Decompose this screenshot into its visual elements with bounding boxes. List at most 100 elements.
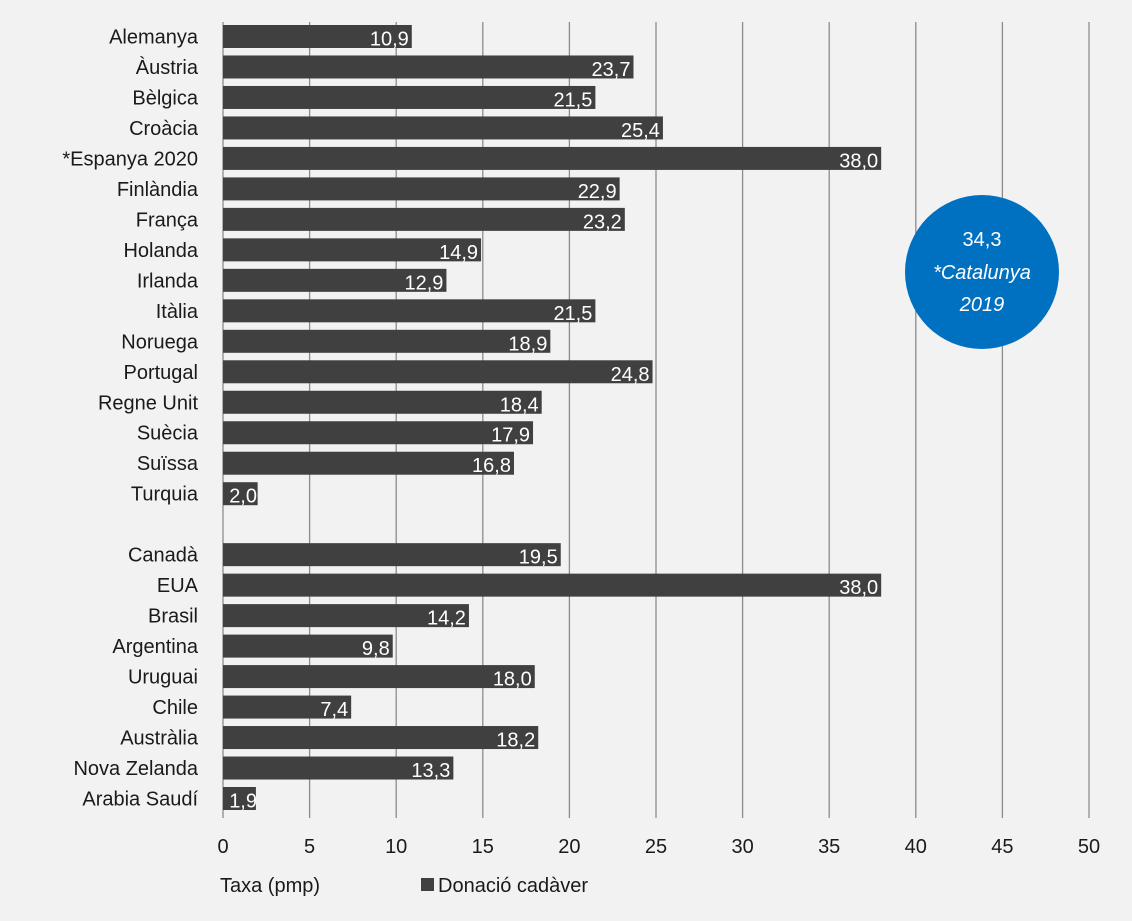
bar xyxy=(223,421,534,445)
category-label: Turquia xyxy=(131,484,199,506)
annotation-circle xyxy=(905,195,1059,349)
category-label: Bèlgica xyxy=(132,87,198,109)
bar-value-label: 10,9 xyxy=(370,29,409,51)
bar-value-label: 14,2 xyxy=(427,608,466,630)
bar-value-label: 19,5 xyxy=(519,547,558,569)
category-label: Chile xyxy=(152,697,198,719)
bar-value-label: 18,0 xyxy=(493,669,532,691)
bar-value-label: 13,3 xyxy=(411,760,450,782)
bar-value-label: 23,2 xyxy=(583,211,622,233)
x-tick-label: 25 xyxy=(645,836,667,858)
bar xyxy=(223,207,625,231)
bar-value-label: 21,5 xyxy=(553,89,592,111)
category-label: Àustria xyxy=(136,56,199,79)
annotation-line1: *Catalunya xyxy=(933,262,1031,284)
x-tick-label: 45 xyxy=(991,836,1013,858)
bar xyxy=(223,299,596,323)
category-label: Arabia Saudí xyxy=(82,789,198,811)
category-label: Itàlia xyxy=(156,301,199,323)
bar-value-label: 38,0 xyxy=(839,150,878,172)
category-label: Argentina xyxy=(112,636,198,658)
bar xyxy=(223,238,482,262)
category-label: Suècia xyxy=(137,423,199,445)
x-tick-label: 40 xyxy=(905,836,927,858)
x-tick-label: 0 xyxy=(217,836,228,858)
bar-value-label: 18,9 xyxy=(508,333,547,355)
bar xyxy=(223,634,393,658)
category-label: Croàcia xyxy=(129,118,199,140)
bar xyxy=(223,573,882,597)
bar-value-label: 18,2 xyxy=(496,730,535,752)
legend-swatch xyxy=(421,878,434,891)
x-tick-label: 50 xyxy=(1078,836,1100,858)
x-tick-label: 5 xyxy=(304,836,315,858)
x-tick-label: 30 xyxy=(731,836,753,858)
category-label: Portugal xyxy=(124,362,199,384)
category-labels: Alemanya Àustria Bèlgica Croàcia *Espanya 20… xyxy=(62,27,199,811)
bar xyxy=(223,604,469,628)
bar xyxy=(223,726,539,750)
bar-value-label: 25,4 xyxy=(621,120,660,142)
category-label: Suïssa xyxy=(137,453,199,475)
bar-value-label: 14,9 xyxy=(439,242,478,264)
category-label: França xyxy=(136,209,199,231)
x-tick-labels: 0 5 10 15 20 25 30 35 40 45 50 xyxy=(217,836,1100,858)
chart-footer: Taxa (pmp) Donació cadàver xyxy=(220,875,588,897)
bars: 10,923,721,525,438,022,923,214,912,921,5… xyxy=(223,25,882,813)
bar xyxy=(223,329,551,353)
category-label: *Espanya 2020 xyxy=(62,148,198,170)
bar-value-label: 21,5 xyxy=(553,303,592,325)
bar xyxy=(223,451,514,475)
bar xyxy=(223,268,447,292)
category-label: Nova Zelanda xyxy=(73,758,198,780)
bar-value-label: 16,8 xyxy=(472,455,511,477)
bar xyxy=(223,756,454,780)
axis-unit-label: Taxa (pmp) xyxy=(220,875,320,897)
bar-value-label: 18,4 xyxy=(500,394,539,416)
catalunya-annotation: 34,3 *Catalunya 2019 xyxy=(905,195,1059,349)
legend-label: Donació cadàver xyxy=(438,875,588,897)
bar-value-label: 24,8 xyxy=(611,364,650,386)
category-label: Brasil xyxy=(148,606,198,628)
bar xyxy=(223,177,620,201)
category-label: Uruguai xyxy=(128,667,198,689)
bar xyxy=(223,116,663,140)
bar xyxy=(223,360,653,384)
category-label: Holanda xyxy=(123,240,198,262)
bar xyxy=(223,665,535,689)
annotation-line2: 2019 xyxy=(959,294,1005,316)
bar-value-label: 23,7 xyxy=(592,59,631,81)
bar-value-label: 9,8 xyxy=(362,638,390,660)
x-tick-label: 15 xyxy=(472,836,494,858)
bar xyxy=(223,695,352,719)
bar xyxy=(223,482,258,506)
category-label: Regne Unit xyxy=(98,392,199,414)
bar-value-label: 22,9 xyxy=(578,181,617,203)
category-label: Irlanda xyxy=(137,270,199,292)
bar-value-label: 12,9 xyxy=(404,272,443,294)
category-label: Austràlia xyxy=(120,728,199,750)
bar xyxy=(223,85,596,109)
bar xyxy=(223,390,542,414)
bar xyxy=(223,146,882,170)
bar xyxy=(223,55,634,79)
category-label: Finlàndia xyxy=(117,179,199,201)
category-label: Alemanya xyxy=(109,27,199,49)
bar-value-label: 38,0 xyxy=(839,577,878,599)
bar-value-label: 2,0 xyxy=(229,486,257,508)
category-label: Noruega xyxy=(121,331,199,353)
bar xyxy=(223,787,256,810)
bar xyxy=(223,25,412,48)
x-tick-label: 20 xyxy=(558,836,580,858)
category-label: EUA xyxy=(157,575,199,597)
x-tick-label: 10 xyxy=(385,836,407,858)
annotation-value: 34,3 xyxy=(963,229,1002,251)
x-tick-label: 35 xyxy=(818,836,840,858)
bar-value-label: 7,4 xyxy=(320,699,348,721)
category-label: Canadà xyxy=(128,545,199,567)
bar xyxy=(223,543,561,567)
bar-value-label: 17,9 xyxy=(491,425,530,447)
bar-value-label: 1,9 xyxy=(229,791,257,813)
